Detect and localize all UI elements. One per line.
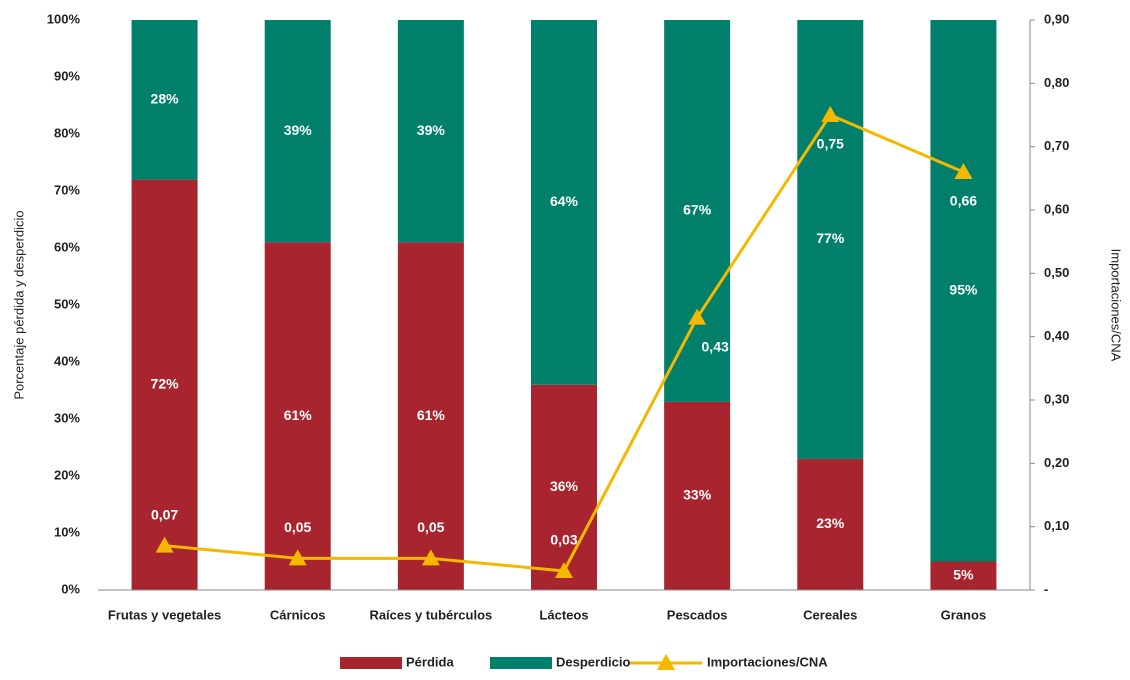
- y-tick-label: 30%: [54, 410, 80, 425]
- y-tick-label: 50%: [54, 296, 80, 311]
- x-tick-label: Raíces y tubérculos: [369, 607, 492, 622]
- segment-label: 28%: [151, 91, 180, 107]
- line-label: 0,43: [702, 338, 729, 354]
- y-tick-label: 20%: [54, 467, 80, 482]
- bar-segment: [264, 20, 331, 243]
- y2-tick-label: 0,60: [1044, 201, 1069, 216]
- bar-segment: [930, 561, 997, 590]
- segment-label: 67%: [683, 202, 712, 218]
- y-tick-label: 40%: [54, 353, 80, 368]
- bar-segment: [131, 20, 198, 180]
- segment-label: 61%: [417, 407, 446, 423]
- line-marker: [821, 106, 840, 122]
- segment-label: 64%: [550, 193, 579, 209]
- segment-label: 72%: [151, 376, 180, 392]
- line-marker: [288, 549, 307, 566]
- legend-label: Pérdida: [406, 654, 454, 669]
- line-label: 0,75: [817, 136, 844, 152]
- y2-axis-title: Importaciones/CNA: [1109, 249, 1124, 362]
- x-tick-label: Granos: [941, 607, 987, 622]
- legend-label: Desperdicio: [556, 654, 630, 669]
- x-tick-label: Pescados: [667, 607, 728, 622]
- bar-segment: [531, 20, 597, 385]
- bar-segment: [797, 20, 864, 459]
- y2-tick-label: 0,80: [1044, 75, 1069, 90]
- y-tick-label: 10%: [54, 524, 80, 539]
- segment-label: 5%: [953, 566, 974, 582]
- legend-swatch: [490, 657, 552, 669]
- x-tick-label: Lácteos: [539, 607, 588, 622]
- x-tick-label: Frutas y vegetales: [108, 607, 221, 622]
- y2-tick-label: 0,90: [1044, 11, 1069, 26]
- bar-segment: [397, 20, 464, 243]
- line-marker: [954, 163, 973, 179]
- line-marker: [155, 536, 174, 553]
- legend-swatch: [340, 657, 402, 669]
- y-tick-label: 0%: [61, 581, 80, 596]
- bar-segment: [930, 20, 997, 562]
- line-label: 0,66: [950, 193, 977, 209]
- y2-tick-label: 0,40: [1044, 328, 1069, 343]
- y-tick-label: 70%: [54, 182, 80, 197]
- line-marker: [555, 562, 573, 578]
- bar-segment: [264, 242, 331, 591]
- line-label: 0,05: [284, 519, 311, 535]
- x-tick-label: Cereales: [803, 607, 857, 622]
- line-label: 0,03: [550, 532, 577, 548]
- y-tick-label: 60%: [54, 239, 80, 254]
- bar-segment: [664, 401, 731, 590]
- line-label: 0,07: [151, 506, 178, 522]
- bar-segment: [131, 179, 198, 590]
- segment-label: 95%: [949, 281, 978, 297]
- segment-label: 33%: [683, 487, 712, 503]
- legend-swatch-marker: [657, 654, 675, 670]
- segment-label: 36%: [550, 478, 579, 494]
- y2-tick-label: 0,70: [1044, 138, 1069, 153]
- bar-segment: [797, 458, 864, 590]
- line-marker: [688, 308, 707, 325]
- y2-tick-label: 0,30: [1044, 391, 1069, 406]
- bar-segment: [664, 20, 731, 402]
- legend-label: Importaciones/CNA: [707, 654, 828, 669]
- x-tick-label: Cárnicos: [270, 607, 326, 622]
- segment-label: 77%: [816, 230, 845, 246]
- y-tick-label: 80%: [54, 125, 80, 140]
- segment-label: 39%: [417, 122, 446, 138]
- segment-label: 39%: [284, 122, 313, 138]
- line-marker: [421, 549, 440, 566]
- y2-tick-label: -: [1044, 581, 1048, 596]
- y-tick-label: 100%: [47, 11, 81, 26]
- line-label: 0,05: [417, 519, 444, 535]
- bar-segment: [531, 384, 597, 590]
- bar-segment: [397, 242, 464, 591]
- y-tick-label: 90%: [54, 68, 80, 83]
- y2-tick-label: 0,20: [1044, 455, 1069, 470]
- y2-tick-label: 0,50: [1044, 265, 1069, 280]
- segment-label: 61%: [284, 407, 313, 423]
- y-axis-title: Porcentaje pérdida y desperdicio: [11, 210, 26, 399]
- y2-tick-label: 0,10: [1044, 518, 1069, 533]
- segment-label: 23%: [816, 515, 845, 531]
